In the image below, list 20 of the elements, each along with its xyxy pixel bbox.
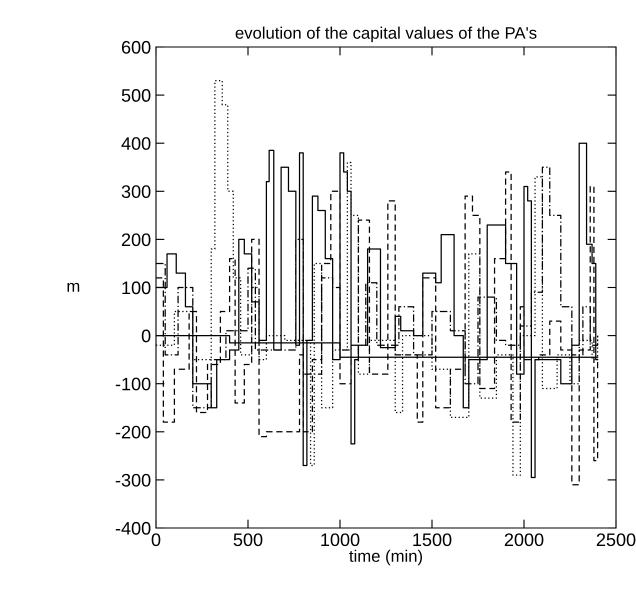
y-tick-label: 400	[121, 137, 150, 150]
y-tick-label: -200	[116, 426, 150, 439]
y-tick-label: -300	[116, 474, 150, 487]
x-tick-label: 0	[152, 533, 160, 546]
x-axis-title: time (min)	[349, 550, 422, 566]
x-tick-label: 1500	[413, 533, 452, 546]
y-tick-label: 0	[142, 330, 150, 342]
y-tick-label: -100	[116, 378, 150, 390]
chart-title: evolution of the capital values of the PA's	[236, 26, 536, 42]
y-tick-label: -400	[116, 522, 150, 535]
y-tick-label: 300	[122, 185, 150, 198]
y-tick-label: 100	[122, 281, 150, 294]
y-axis-title: m	[68, 282, 80, 292]
x-tick-label: 2500	[596, 533, 636, 546]
x-tick-label: 2000	[504, 533, 544, 546]
x-tick-label: 500	[234, 533, 262, 546]
y-tick-label: 600	[122, 40, 150, 54]
y-tick-label: 500	[122, 89, 150, 102]
y-tick-label: 200	[122, 233, 150, 246]
x-tick-label: 1000	[321, 533, 360, 546]
